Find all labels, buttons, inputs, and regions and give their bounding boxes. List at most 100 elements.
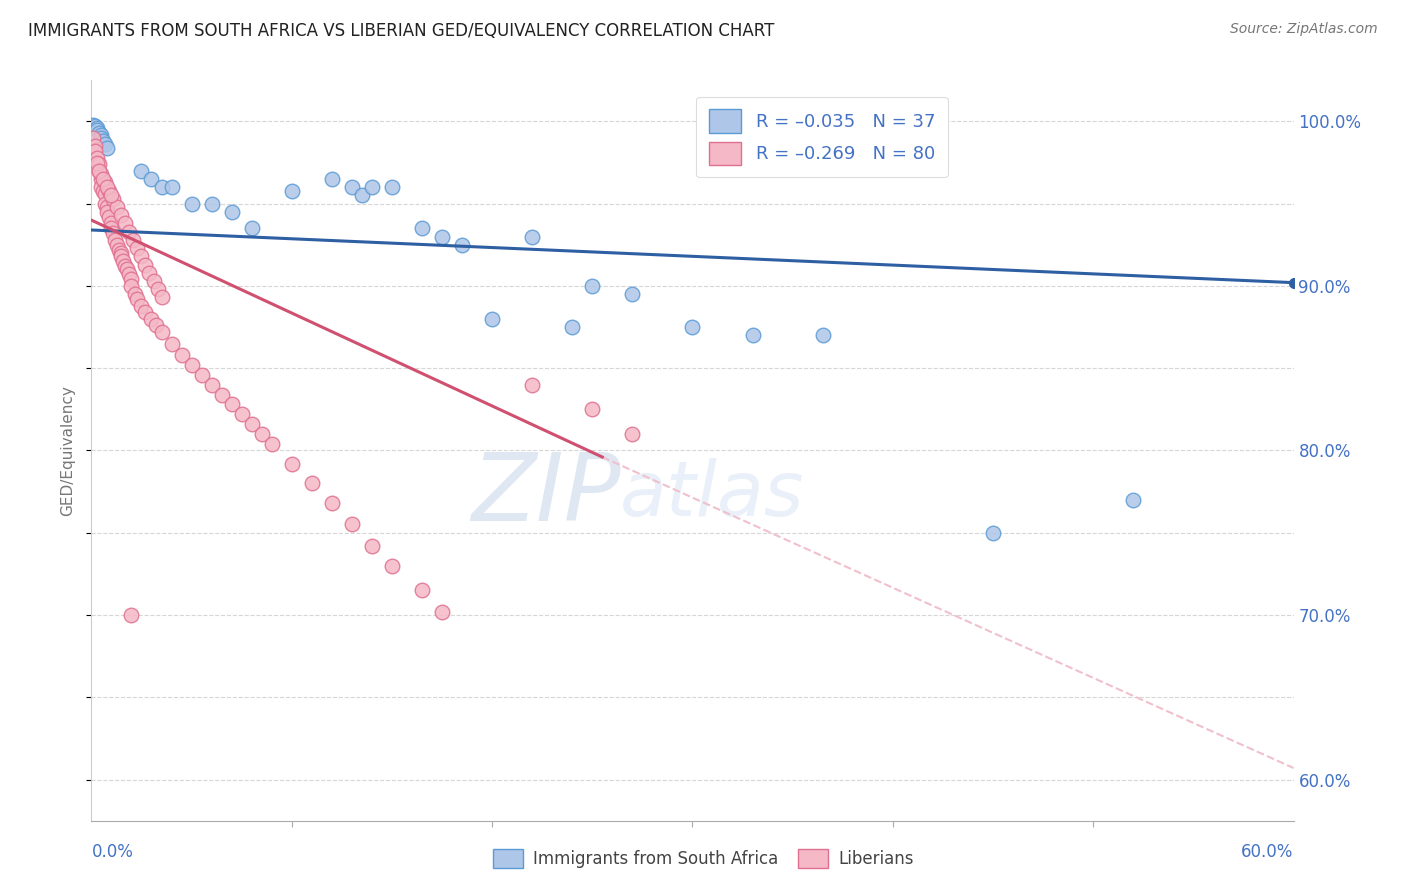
Point bbox=[89, 163, 111, 178]
Point bbox=[451, 237, 474, 252]
Point bbox=[581, 402, 603, 417]
Point bbox=[360, 180, 382, 194]
Point bbox=[90, 131, 112, 145]
Text: Source: ZipAtlas.com: Source: ZipAtlas.com bbox=[1230, 22, 1378, 37]
Point bbox=[1403, 673, 1406, 688]
Point bbox=[160, 336, 183, 351]
Point bbox=[122, 233, 145, 247]
Point bbox=[141, 172, 163, 186]
Text: IMMIGRANTS FROM SOUTH AFRICA VS LIBERIAN GED/EQUIVALENCY CORRELATION CHART: IMMIGRANTS FROM SOUTH AFRICA VS LIBERIAN… bbox=[28, 22, 775, 40]
Point bbox=[522, 229, 544, 244]
Point bbox=[107, 200, 129, 214]
Point bbox=[96, 200, 118, 214]
Point bbox=[134, 258, 156, 272]
Point bbox=[321, 172, 343, 186]
Point bbox=[250, 427, 273, 442]
Point bbox=[103, 192, 125, 206]
Point bbox=[145, 318, 167, 333]
Point bbox=[103, 227, 125, 241]
Point bbox=[118, 225, 141, 239]
Point bbox=[114, 216, 136, 230]
Point bbox=[110, 246, 132, 260]
Point bbox=[89, 157, 111, 171]
Point bbox=[381, 180, 404, 194]
Point bbox=[160, 180, 183, 194]
Point bbox=[411, 221, 433, 235]
Point bbox=[100, 221, 122, 235]
Point bbox=[340, 517, 363, 532]
Point bbox=[142, 274, 165, 288]
Point bbox=[96, 180, 118, 194]
Point bbox=[561, 320, 583, 334]
Point bbox=[522, 377, 544, 392]
Point bbox=[201, 377, 224, 392]
Point bbox=[118, 268, 141, 282]
Point bbox=[94, 196, 117, 211]
Point bbox=[127, 292, 149, 306]
Point bbox=[93, 134, 115, 148]
Point bbox=[150, 180, 173, 194]
Point bbox=[90, 180, 112, 194]
Point bbox=[201, 196, 224, 211]
Point bbox=[621, 287, 644, 301]
Y-axis label: GED/Equivalency: GED/Equivalency bbox=[60, 385, 76, 516]
Point bbox=[430, 229, 453, 244]
Point bbox=[411, 583, 433, 598]
Text: 60.0%: 60.0% bbox=[1241, 843, 1294, 861]
Point bbox=[121, 279, 143, 293]
Point bbox=[96, 205, 118, 219]
Point bbox=[114, 259, 136, 273]
Point bbox=[86, 122, 108, 136]
Point bbox=[94, 186, 117, 201]
Point bbox=[108, 243, 131, 257]
Legend: R = –0.035   N = 37, R = –0.269   N = 80: R = –0.035 N = 37, R = –0.269 N = 80 bbox=[696, 96, 948, 178]
Point bbox=[131, 299, 153, 313]
Point bbox=[681, 320, 703, 334]
Text: 0.0%: 0.0% bbox=[91, 843, 134, 861]
Point bbox=[741, 328, 763, 343]
Text: atlas: atlas bbox=[620, 458, 804, 532]
Point bbox=[84, 144, 107, 158]
Point bbox=[221, 205, 243, 219]
Point bbox=[117, 262, 139, 277]
Point bbox=[240, 221, 263, 235]
Point bbox=[131, 163, 153, 178]
Point bbox=[150, 290, 173, 304]
Point bbox=[89, 126, 111, 140]
Point bbox=[221, 397, 243, 411]
Point bbox=[82, 131, 104, 145]
Point bbox=[82, 118, 104, 132]
Point bbox=[1122, 492, 1144, 507]
Point bbox=[93, 184, 115, 198]
Point bbox=[110, 208, 132, 222]
Point bbox=[121, 607, 143, 622]
Point bbox=[134, 305, 156, 319]
Point bbox=[86, 155, 108, 169]
Point bbox=[90, 128, 112, 142]
Point bbox=[340, 180, 363, 194]
Point bbox=[100, 188, 122, 202]
Point bbox=[131, 249, 153, 263]
Point bbox=[98, 210, 121, 224]
Point bbox=[281, 457, 304, 471]
Point bbox=[84, 139, 107, 153]
Point bbox=[430, 605, 453, 619]
Point bbox=[84, 120, 107, 134]
Point bbox=[90, 172, 112, 186]
Point bbox=[180, 196, 202, 211]
Point bbox=[98, 184, 121, 198]
Point bbox=[104, 233, 127, 247]
Point bbox=[90, 167, 112, 181]
Point bbox=[94, 137, 117, 152]
Point bbox=[86, 151, 108, 165]
Point bbox=[811, 328, 834, 343]
Point bbox=[93, 172, 115, 186]
Point bbox=[146, 282, 169, 296]
Point bbox=[350, 188, 373, 202]
Point bbox=[86, 120, 108, 135]
Point bbox=[581, 279, 603, 293]
Point bbox=[112, 254, 135, 268]
Point bbox=[138, 266, 160, 280]
Point bbox=[190, 368, 212, 382]
Point bbox=[321, 496, 343, 510]
